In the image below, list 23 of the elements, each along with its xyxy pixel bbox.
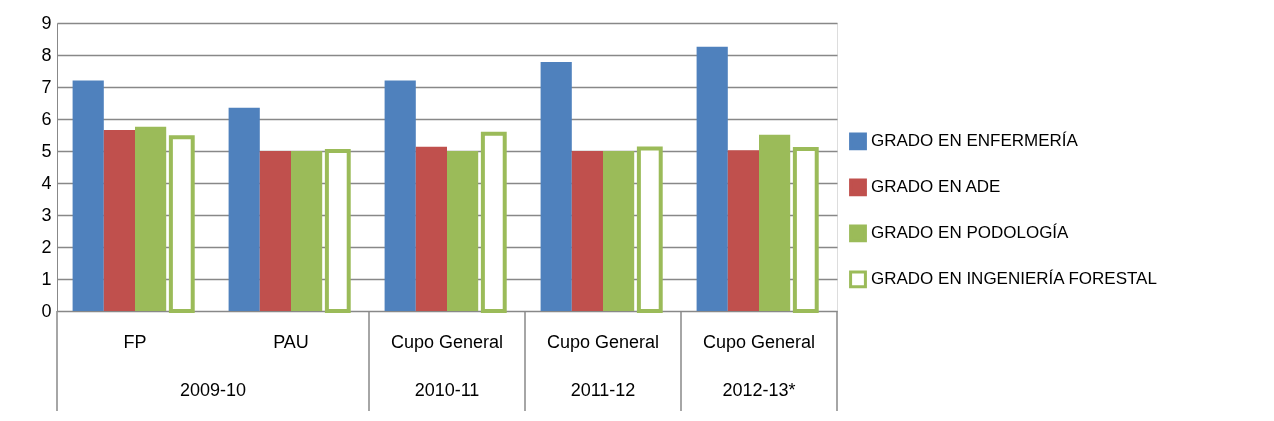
x-tick-label: Cupo General (390, 332, 504, 352)
y-tick-label: 3 (41, 204, 52, 225)
y-tick-label: 1 (41, 268, 52, 289)
x-tick-label: Cupo General (702, 332, 816, 352)
legend-label: GRADO EN INGENIERÍA FORESTAL (871, 269, 1157, 289)
y-tick-label: 5 (41, 140, 52, 161)
text: 2010-11 (414, 380, 480, 400)
text: 2012-13* (722, 380, 796, 400)
y-tick-label: 2 (41, 236, 52, 257)
text: 2009-10 (179, 380, 247, 400)
y-tick-label: 7 (41, 76, 52, 97)
legend-label: GRADO EN ADE (871, 177, 1001, 197)
y-tick-label: 8 (41, 44, 52, 65)
y-tick-label: 6 (41, 108, 52, 129)
y-tick-label: 9 (41, 12, 52, 33)
legend-label: GRADO EN ENFERMERÍA (871, 131, 1079, 151)
y-tick-label: 0 (41, 300, 52, 321)
legend-label: GRADO EN PODOLOGÍA (871, 223, 1070, 243)
y-tick-label: 4 (41, 172, 52, 193)
x-tick-label: FP (123, 332, 147, 352)
x-tick-label: Cupo General (546, 332, 660, 352)
x-tick-label: PAU (273, 332, 309, 352)
text: 2011-12 (570, 380, 636, 400)
